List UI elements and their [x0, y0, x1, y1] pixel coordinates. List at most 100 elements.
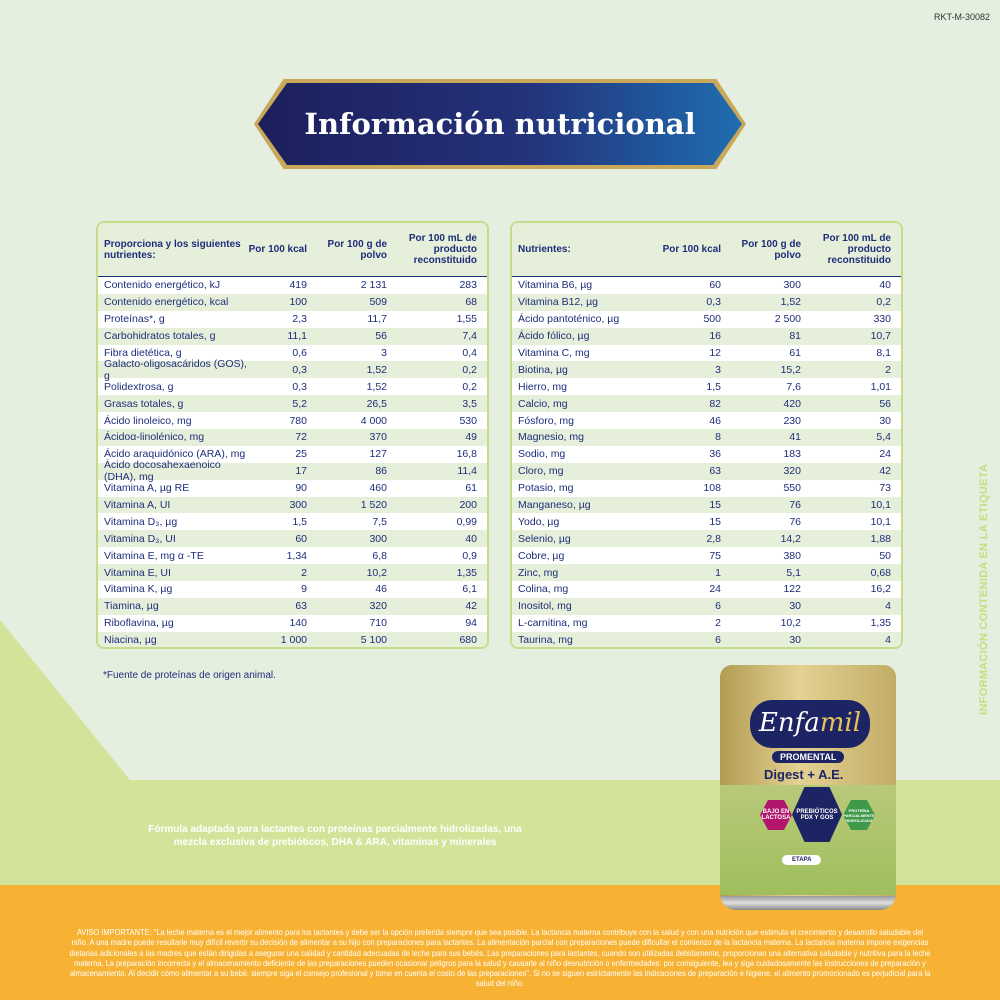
nutrient-value: 56 — [375, 330, 387, 343]
nutrient-value: 2,8 — [706, 532, 721, 545]
nutrient-value: 108 — [703, 482, 721, 495]
product-variant: Digest + A.E. — [764, 767, 844, 782]
nutrient-name: Vitamina D₃, µg — [104, 515, 178, 528]
nutrient-name: Galacto-oligosacáridos (GOS), g — [104, 357, 247, 382]
nutrient-value: 283 — [459, 279, 477, 292]
nutrient-value: 15 — [709, 499, 721, 512]
nutrient-value: 230 — [783, 414, 801, 427]
nutrient-name: Ácido fólico, µg — [518, 330, 590, 343]
nutrient-name: Vitamina D₃, UI — [104, 532, 176, 545]
nutrient-value: 61 — [789, 347, 801, 359]
nutrient-value: 6 — [715, 600, 721, 613]
nutrient-name: Riboflavina, µg — [104, 617, 174, 630]
side-label: INFORMACIÓN CONTENIDA EN LA ETIQUETA — [978, 463, 990, 715]
nutrient-name: L-carnitina, mg — [518, 617, 588, 630]
nutrient-value: 710 — [369, 617, 387, 630]
nutrient-value: 2 — [301, 566, 307, 579]
can-rim — [720, 896, 896, 910]
nutrient-value: 30 — [789, 600, 801, 613]
nutrient-value: 2 — [715, 617, 721, 630]
nutrient-value: 200 — [459, 499, 477, 512]
table-row: Biotina, µg 3 15,2 2 — [512, 361, 901, 379]
table-row: Contenido energético, kcal 100 509 68 — [98, 293, 487, 311]
brand-part-a: Enfa — [758, 708, 820, 738]
product-description: Fórmula adaptada para lactantes con prot… — [148, 824, 522, 848]
nutrient-name: Vitamina A, µg RE — [104, 482, 190, 495]
nutrition-table-left: Proporciona y los siguientes nutrientes:… — [96, 221, 489, 649]
nutrient-value: 9 — [301, 583, 307, 596]
nutrient-value: 12 — [709, 347, 721, 359]
nutrient-value: 1,5 — [706, 380, 721, 393]
nutrient-value: 5,4 — [876, 431, 891, 444]
table-row: Tiamina, µg 63 320 42 — [98, 597, 487, 615]
table-body: Vitamina B6, µg 60 300 40 Vitamina B12, µg 0,… — [512, 277, 901, 647]
column-header: Por 100 mL de producto reconstituido — [822, 233, 891, 266]
nutrient-value: 5 100 — [360, 634, 387, 647]
nutrient-value: 60 — [709, 279, 721, 292]
column-header: Por 100 kcal — [248, 244, 307, 255]
nutrient-name: Biotina, µg — [518, 363, 568, 376]
nutrient-value: 460 — [369, 482, 387, 495]
table-row: Sodio, mg 36 183 24 — [512, 446, 901, 463]
nutrient-value: 11,7 — [367, 313, 387, 326]
nutrient-name: Ácido araquidónico (ARA), mg — [104, 448, 246, 461]
table-row: Galacto-oligosacáridos (GOS), g 0,3 1,52 0,… — [98, 358, 487, 382]
nutrient-value: 46 — [709, 414, 721, 427]
nutrient-name: Colina, mg — [518, 583, 569, 596]
nutrient-value: 10,1 — [870, 515, 891, 528]
table-row: Taurina, mg 6 30 4 — [512, 631, 901, 647]
nutrient-value: 81 — [789, 330, 801, 343]
table-row: Niacina, µg 1 000 5 100 680 — [98, 631, 487, 647]
table-row: Vitamina B12, µg 0,3 1,52 0,2 — [512, 293, 901, 311]
nutrient-value: 75 — [709, 549, 721, 562]
nutrient-name: Vitamina K, µg — [104, 583, 173, 596]
nutrient-value: 56 — [879, 397, 891, 410]
nutrient-value: 1,35 — [870, 617, 891, 630]
nutrient-name: Vitamina E, mg α -TE — [104, 549, 204, 562]
nutrient-value: 90 — [295, 482, 307, 495]
table-row: Selenio, µg 2,8 14,2 1,88 — [512, 530, 901, 548]
nutrient-value: 16,8 — [456, 448, 477, 461]
nutrient-value: 1 000 — [280, 634, 307, 647]
nutrient-value: 420 — [783, 397, 801, 410]
nutrient-value: 11,1 — [287, 330, 307, 343]
nutrient-value: 14,2 — [780, 532, 801, 545]
nutrient-value: 183 — [783, 448, 801, 461]
footnote: *Fuente de proteínas de origen animal. — [103, 670, 276, 681]
nutrient-value: 300 — [783, 279, 801, 292]
nutrient-value: 6,1 — [462, 583, 477, 596]
table-body: Contenido energético, kJ 419 2 131 283 Conte… — [98, 277, 487, 647]
nutrient-value: 122 — [783, 583, 801, 596]
nutrient-value: 7,6 — [786, 380, 801, 393]
nutrient-name: Proteínas*, g — [104, 313, 165, 326]
brand-logo: Enfamil — [750, 700, 870, 748]
table-row: Ácido fólico, µg 16 81 10,7 — [512, 327, 901, 345]
nutrient-name: Ácido docosahexaenoico (DHA), mg — [104, 459, 221, 484]
nutrient-name: Cobre, µg — [518, 549, 565, 562]
nutrient-value: 61 — [465, 482, 477, 495]
nutrient-value: 8,1 — [876, 347, 891, 359]
nutrient-value: 530 — [459, 414, 477, 427]
nutrient-value: 1,52 — [366, 380, 387, 393]
nutrient-value: 36 — [709, 448, 721, 461]
nutrient-value: 4 — [885, 600, 891, 613]
column-header: Nutrientes: — [518, 244, 571, 255]
nutrient-name: Taurina, mg — [518, 634, 573, 647]
nutrient-value: 25 — [295, 448, 307, 461]
nutrient-name: Vitamina C, mg — [518, 347, 590, 359]
nutrient-value: 30 — [879, 414, 891, 427]
nutrient-value: 0,6 — [292, 347, 307, 359]
nutrient-value: 2,3 — [292, 313, 307, 326]
table-row: Fibra dietética, g 0,6 3 0,4 — [98, 345, 487, 362]
nutrient-value: 82 — [709, 397, 721, 410]
nutrient-name: Selenio, µg — [518, 532, 571, 545]
table-row: Zinc, mg 1 5,1 0,68 — [512, 564, 901, 582]
nutrient-value: 16 — [709, 330, 721, 343]
nutrient-value: 380 — [783, 549, 801, 562]
nutrient-value: 40 — [465, 532, 477, 545]
nutrient-name: Sodio, mg — [518, 448, 566, 461]
table-row: Vitamina B6, µg 60 300 40 — [512, 277, 901, 294]
column-header: Por 100 g de polvo — [327, 238, 387, 261]
table-row: Ácido araquidónico (ARA), mg 25 127 16,8 — [98, 446, 487, 463]
nutrient-value: 500 — [703, 313, 721, 326]
